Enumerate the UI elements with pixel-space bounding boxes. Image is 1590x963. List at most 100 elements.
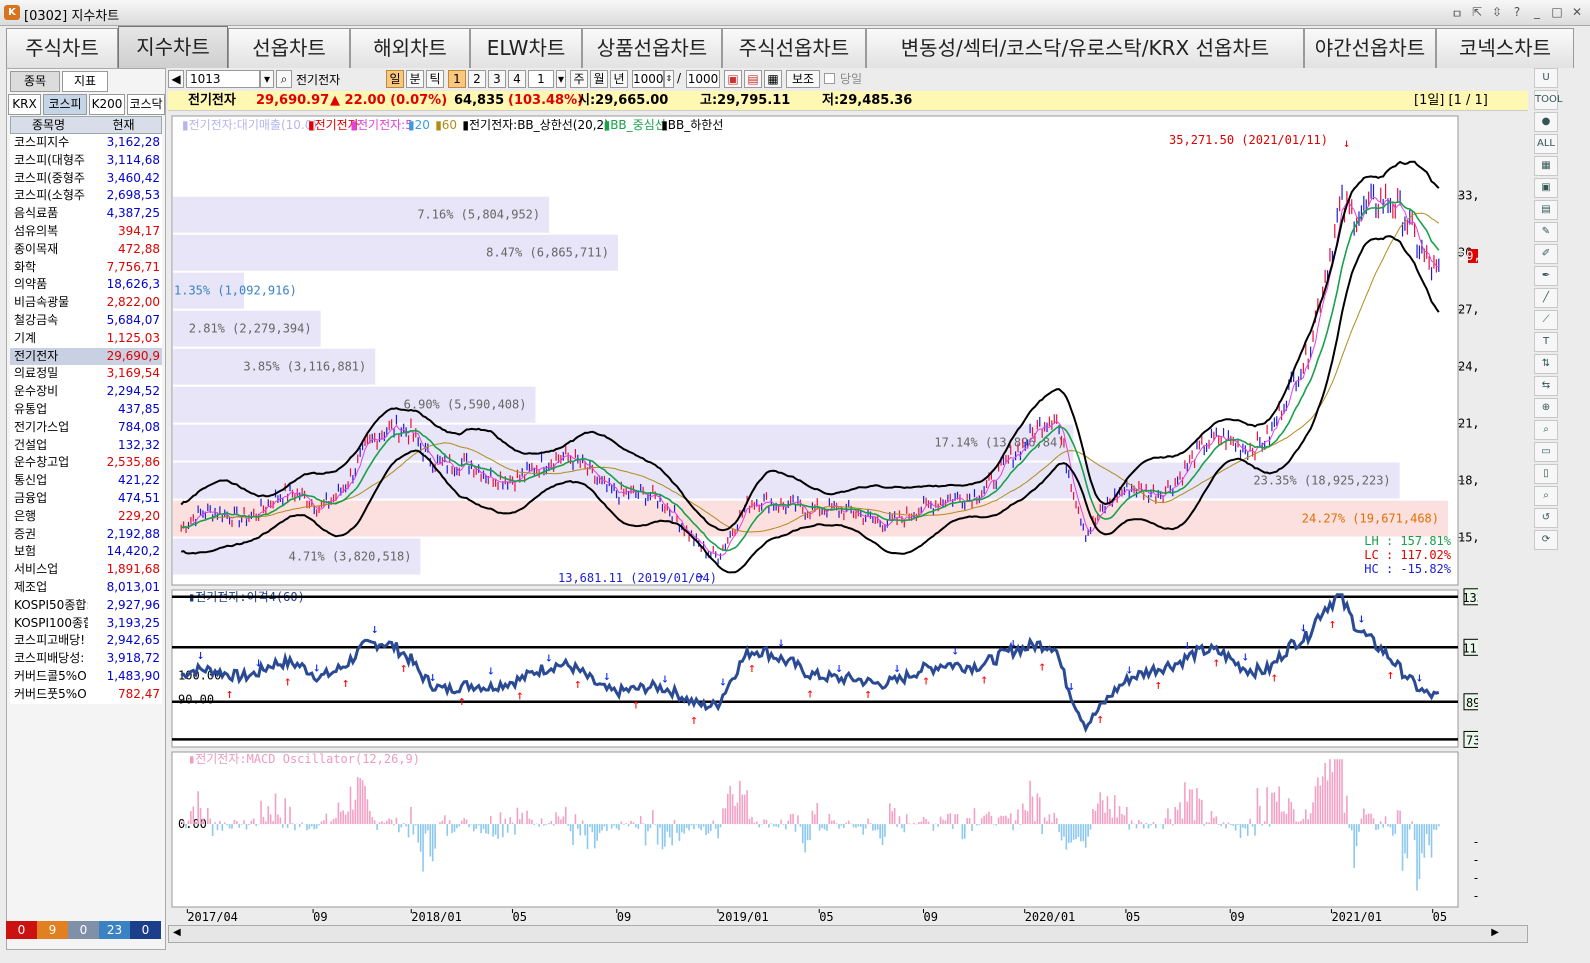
list-item[interactable]: 커버드콜5%O 1,483,90 <box>10 667 162 686</box>
list-item[interactable]: 유통업 437,85 <box>10 400 162 419</box>
unit-dropdown-icon[interactable]: ▾ <box>556 70 566 88</box>
list-item[interactable]: 운수장비 2,294,52 <box>10 383 162 401</box>
market-tab-kospi[interactable]: 코스피 <box>43 94 87 115</box>
tool-icon[interactable]: ● <box>1534 112 1558 132</box>
tool-icon[interactable]: T <box>1534 332 1558 352</box>
window-button-5[interactable]: □ <box>1551 5 1563 19</box>
tab-9[interactable]: 코넥스차트 <box>1436 28 1574 68</box>
list-item[interactable]: 증권 2,192,88 <box>10 525 162 544</box>
prev-button[interactable]: ◀ <box>168 70 184 88</box>
list-item[interactable]: 기계 1,125,03 <box>10 329 162 348</box>
scroll-left-icon[interactable]: ◀ <box>173 927 181 938</box>
overlay-icon[interactable]: ▤ <box>744 70 762 88</box>
window-button-2[interactable]: ⇳ <box>1491 5 1503 19</box>
tool-icon[interactable]: ⇆ <box>1534 376 1558 396</box>
list-item[interactable]: 섬유의복 394,17 <box>10 222 162 241</box>
market-tab-krx[interactable]: KRX <box>8 94 41 115</box>
list-item[interactable]: 은행 229,20 <box>10 507 162 526</box>
num-2[interactable]: 2 <box>468 70 486 88</box>
tool-icon[interactable]: ⌕ <box>1534 486 1558 506</box>
list-item[interactable]: 통신업 421,22 <box>10 472 162 490</box>
list-item[interactable]: 음식료품 4,387,25 <box>10 205 162 223</box>
num-1[interactable]: 1 <box>448 70 466 88</box>
window-button-0[interactable]: ㅁ <box>1451 7 1463 21</box>
tool-icon[interactable]: ╱ <box>1534 288 1558 308</box>
list-item[interactable]: 비금속광물 2,822,00 <box>10 294 162 312</box>
tab-7[interactable]: 변동성/섹터/코스닥/유로스탁/KRX 선옵차트 <box>866 28 1304 68</box>
tool-icon[interactable]: ↺ <box>1534 508 1558 528</box>
window-button-4[interactable]: _ <box>1534 5 1540 19</box>
tool-icon[interactable]: ALL <box>1534 134 1558 154</box>
tab-4[interactable]: ELW차트 <box>470 28 582 68</box>
tool-icon[interactable]: ▭ <box>1534 442 1558 462</box>
list-item[interactable]: 보험 14,420,2 <box>10 543 162 562</box>
list-item[interactable]: 전기전자 29,690,9 <box>10 347 162 366</box>
chart-type-icon[interactable]: ▣ <box>724 70 742 88</box>
list-item[interactable]: 운수창고업 2,535,86 <box>10 454 162 473</box>
tool-icon[interactable]: ✒ <box>1534 266 1558 286</box>
tool-icon[interactable]: ⇅ <box>1534 354 1558 374</box>
unit-select[interactable]: 1 <box>528 70 554 88</box>
chart-area[interactable]: 7.16% (5,804,952) 8.47% (6,865,711) 1.35% … <box>168 112 1478 922</box>
tool-icon[interactable]: ⟳ <box>1534 530 1558 550</box>
list-item[interactable]: 코스피고배당! 2,942,65 <box>10 632 162 651</box>
scroll-bar[interactable]: ◀ ▶ <box>168 925 1528 943</box>
tab-5[interactable]: 상품선옵차트 <box>582 28 722 68</box>
tool-icon[interactable]: TOOL <box>1534 90 1562 110</box>
tool-icon[interactable]: ▣ <box>1534 178 1558 198</box>
list-item[interactable]: 코스피(대형주 3,114,68 <box>10 151 162 170</box>
aux-button[interactable]: 보조 <box>786 70 820 88</box>
scroll-right-icon[interactable]: ▶ <box>1491 927 1499 938</box>
code-input[interactable]: 1013 <box>186 70 260 88</box>
tool-icon[interactable]: ⌕ <box>1534 420 1558 440</box>
tool-icon[interactable]: ⊕ <box>1534 398 1558 418</box>
list-item[interactable]: 전기가스업 784,08 <box>10 418 162 437</box>
tab-3[interactable]: 해외차트 <box>350 28 470 68</box>
search-icon[interactable]: ⌕ <box>276 70 292 88</box>
tab-2[interactable]: 선옵차트 <box>228 28 350 68</box>
tool-icon[interactable]: ▯ <box>1534 464 1558 484</box>
market-tab-k200[interactable]: K200 <box>89 94 125 115</box>
window-button-6[interactable]: ✕ <box>1571 5 1583 19</box>
tool-icon[interactable]: ✐ <box>1534 244 1558 264</box>
save-icon[interactable]: ▦ <box>764 70 782 88</box>
tool-icon[interactable]: ✎ <box>1534 222 1558 242</box>
list-item[interactable]: 제조업 8,013,01 <box>10 578 162 597</box>
list-item[interactable]: 철강금속 5,684,07 <box>10 311 162 330</box>
list-item[interactable]: 의료정밀 3,169,54 <box>10 365 162 384</box>
tab-indicator[interactable]: 지표 <box>62 71 108 92</box>
tab-8[interactable]: 야간선옵차트 <box>1304 28 1436 68</box>
period-tick[interactable]: 틱 <box>426 70 444 88</box>
period-month[interactable]: 월 <box>590 70 608 88</box>
list-item[interactable]: 코스피(소형주 2,698,53 <box>10 187 162 206</box>
num-3[interactable]: 3 <box>488 70 506 88</box>
tab-stock[interactable]: 종목 <box>10 71 60 92</box>
market-tab-kosdaq[interactable]: 코스닥 <box>127 94 165 115</box>
list-item[interactable]: 종이목재 472,88 <box>10 240 162 259</box>
period-week[interactable]: 주 <box>570 70 588 88</box>
tab-6[interactable]: 주식선옵차트 <box>722 28 866 68</box>
period-day[interactable]: 일 <box>386 70 404 88</box>
today-checkbox[interactable] <box>824 73 835 84</box>
list-item[interactable]: 커버드풋5%O 782,47 <box>10 685 162 704</box>
list-item[interactable]: 금융업 474,51 <box>10 489 162 508</box>
tool-icon[interactable]: ▦ <box>1534 156 1558 176</box>
tab-0[interactable]: 주식차트 <box>6 28 118 68</box>
count-spin-icon[interactable]: ⇕ <box>664 70 674 88</box>
tab-1[interactable]: 지수차트 <box>118 26 228 68</box>
list-item[interactable]: 건설업 132,32 <box>10 436 162 455</box>
code-dropdown-icon[interactable]: ▾ <box>260 70 274 88</box>
window-button-3[interactable]: ? <box>1513 5 1521 19</box>
tool-icon[interactable]: ⟋ <box>1534 310 1558 330</box>
list-item[interactable]: 코스피배당성: 3,918,72 <box>10 650 162 668</box>
list-item[interactable]: 코스피(중형주 3,460,42 <box>10 169 162 188</box>
period-year[interactable]: 년 <box>610 70 628 88</box>
count-input[interactable]: 1000 <box>632 70 664 88</box>
num-4[interactable]: 4 <box>508 70 526 88</box>
list-item[interactable]: 서비스업 1,891,68 <box>10 561 162 579</box>
list-item[interactable]: 화학 7,756,71 <box>10 258 162 277</box>
window-button-1[interactable]: ⇱ <box>1471 5 1483 19</box>
list-item[interactable]: 코스피지수 3,162,28 <box>10 134 162 152</box>
tool-icon[interactable]: ▤ <box>1534 200 1558 220</box>
list-item[interactable]: 의약품 18,626,3 <box>10 276 162 295</box>
